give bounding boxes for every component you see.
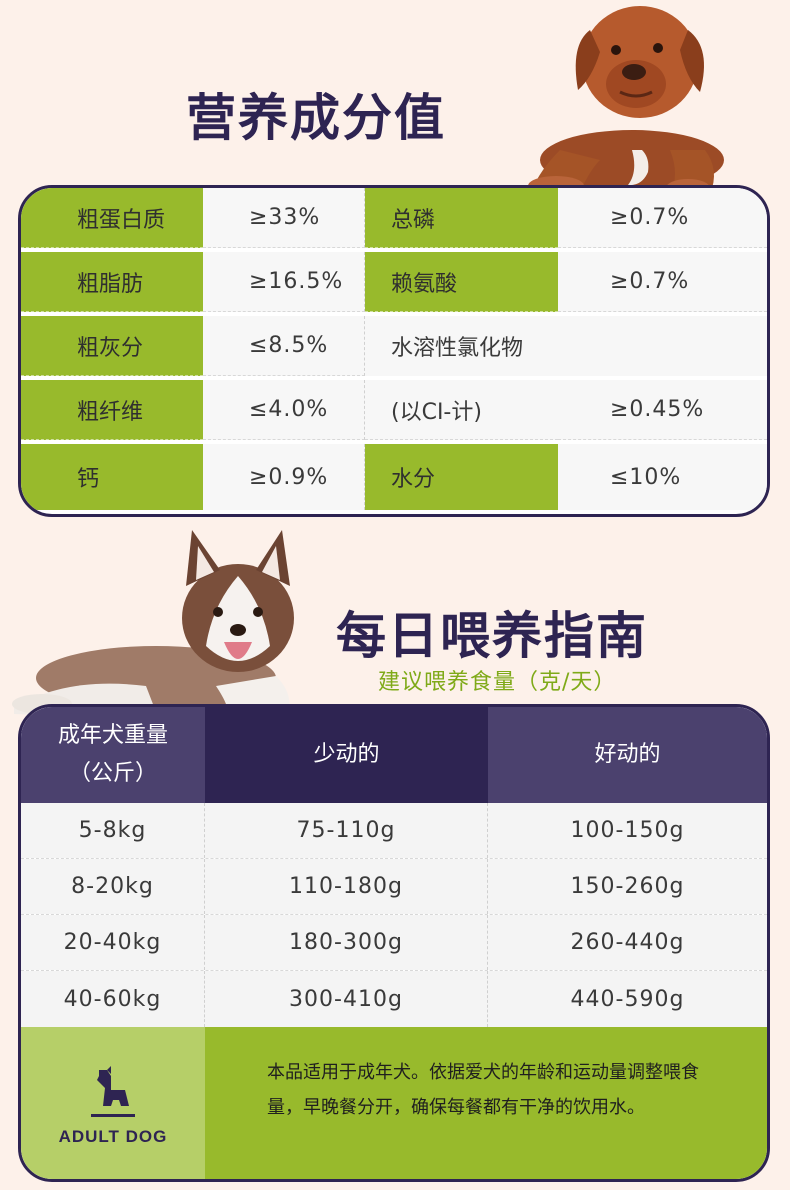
low-activity-cell: 75-110g [205,803,488,858]
feeding-table: 成年犬重量 （公斤） 少动的 好动的 5-8kg 75-110g 100-150… [18,704,770,1182]
adult-dog-badge: ADULT DOG [21,1027,205,1179]
husky-image [12,530,294,718]
header-high-activity: 好动的 [488,707,767,803]
table-row: 40-60kg 300-410g 440-590g [21,971,767,1027]
nutrient-label: 粗纤维 [21,380,203,440]
nutrient-label: 粗灰分 [21,316,203,376]
table-row: 5-8kg 75-110g 100-150g [21,803,767,859]
nutrition-table: 粗蛋白质 ≥33% 总磷 ≥0.7% 粗脂肪 ≥16.5% 赖氨酸 ≥0.7% … [18,185,770,517]
nutrient-label: 赖氨酸 [365,252,558,312]
feeding-note: 本品适用于成年犬。依据爱犬的年龄和运动量调整喂食量，早晚餐分开，确保每餐都有干净… [205,1027,767,1179]
feeding-table-header: 成年犬重量 （公斤） 少动的 好动的 [21,707,767,803]
nutrient-value: ≤4.0% [203,380,365,440]
dog-sitting-icon [97,1065,129,1106]
high-activity-cell: 100-150g [488,803,767,858]
header-weight-line2: （公斤） [68,761,157,786]
nutrient-value: ≥16.5% [203,252,365,312]
nutrient-label: 钙 [21,444,203,510]
high-activity-cell: 440-590g [488,971,767,1027]
nutrient-value: ≥33% [203,188,365,248]
weight-cell: 20-40kg [21,915,205,970]
header-weight-line1: 成年犬重量 [57,723,168,748]
nutrient-value: ≥0.7% [558,252,767,312]
nutrient-value: ≥0.7% [558,188,767,248]
nutrient-value: ≤8.5% [203,316,365,376]
weight-cell: 5-8kg [21,803,205,858]
badge-label: ADULT DOG [58,1126,168,1146]
weight-cell: 40-60kg [21,971,205,1027]
low-activity-cell: 300-410g [205,971,488,1027]
table-row: 20-40kg 180-300g 260-440g [21,915,767,971]
nutrient-label: 总磷 [365,188,558,248]
low-activity-cell: 110-180g [205,859,488,914]
nutrition-title: 营养成分值 [186,89,446,147]
high-activity-cell: 150-260g [488,859,767,914]
feeding-subtitle: 建议喂养食量（克/天） [378,670,617,695]
header-weight: 成年犬重量 （公斤） [21,707,205,803]
nutrient-label: 粗蛋白质 [21,188,203,248]
nutrient-label: 水溶性氯化物 [365,316,558,376]
feeding-title: 每日喂养指南 [336,607,648,665]
puppy-image [528,6,724,197]
low-activity-cell: 180-300g [205,915,488,970]
table-row: 8-20kg 110-180g 150-260g [21,859,767,915]
nutrient-value [558,316,767,376]
weight-cell: 8-20kg [21,859,205,914]
badge-underline [91,1113,135,1117]
high-activity-cell: 260-440g [488,915,767,970]
nutrient-value: ≤10% [558,444,767,510]
nutrient-value: ≥0.45% [558,380,767,440]
nutrient-label: 粗脂肪 [21,252,203,312]
nutrient-value: ≥0.9% [203,444,365,510]
nutrient-label: (以CI-计) [365,380,558,440]
nutrient-label: 水分 [365,444,558,510]
feeding-footer: ADULT DOG 本品适用于成年犬。依据爱犬的年龄和运动量调整喂食量，早晚餐分… [21,1027,767,1179]
header-low-activity: 少动的 [205,707,488,803]
